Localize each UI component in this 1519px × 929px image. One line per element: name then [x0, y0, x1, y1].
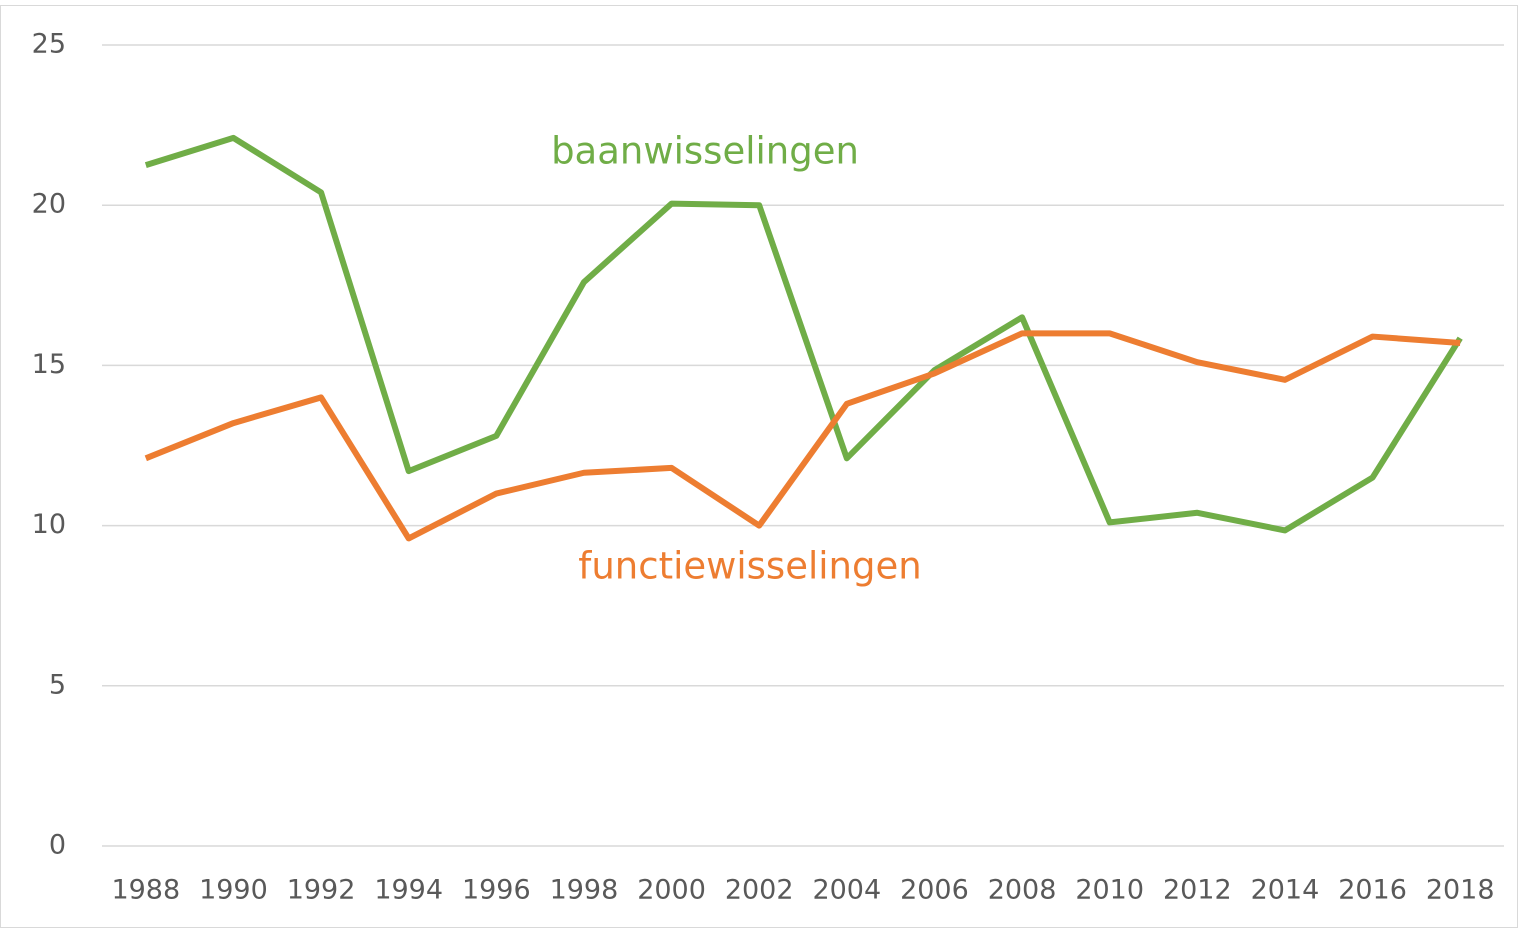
y-tick-label: 20: [32, 189, 66, 220]
x-tick-label: 1988: [111, 875, 180, 906]
x-tick-label: 2000: [637, 875, 706, 906]
x-tick-label: 2010: [1075, 875, 1144, 906]
series-label: functiewisselingen: [578, 545, 921, 588]
x-tick-label: 1996: [462, 875, 531, 906]
y-tick-label: 15: [32, 349, 66, 380]
y-tick-label: 10: [32, 509, 66, 540]
chart-border: [0, 5, 1518, 928]
y-tick-label: 5: [49, 669, 66, 700]
x-tick-label: 2006: [900, 875, 969, 906]
series-label: baanwisselingen: [551, 130, 859, 173]
x-tick-label: 2012: [1163, 875, 1232, 906]
y-tick-label: 0: [49, 830, 66, 861]
x-tick-label: 1992: [287, 875, 356, 906]
x-tick-label: 2016: [1338, 875, 1407, 906]
x-tick-label: 2004: [812, 875, 881, 906]
x-tick-label: 1994: [374, 875, 443, 906]
series-line: [144, 134, 1463, 534]
x-tick-label: 2014: [1251, 875, 1320, 906]
x-tick-label: 2002: [725, 875, 794, 906]
y-tick-label: 25: [32, 29, 66, 60]
x-tick-label: 2018: [1426, 875, 1495, 906]
x-tick-label: 1998: [550, 875, 619, 906]
x-tick-label: 1990: [199, 875, 268, 906]
x-tick-label: 2008: [988, 875, 1057, 906]
series-line: [144, 330, 1461, 542]
